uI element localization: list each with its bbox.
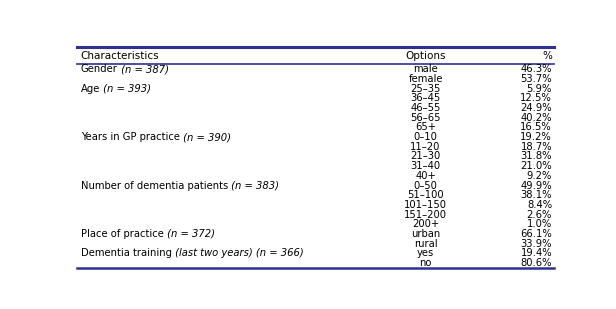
Text: Years in GP practice: Years in GP practice [81,132,180,142]
Text: 19.2%: 19.2% [521,132,552,142]
Text: 51–100: 51–100 [407,190,444,200]
Text: 18.7%: 18.7% [521,142,552,152]
Text: 38.1%: 38.1% [521,190,552,200]
Text: 151–200: 151–200 [404,210,447,220]
Text: male: male [413,64,438,74]
Text: 101–150: 101–150 [404,200,447,210]
Text: Age: Age [81,84,100,94]
Text: 49.9%: 49.9% [521,180,552,191]
Text: 21–30: 21–30 [410,151,440,162]
Text: Gender: Gender [81,64,118,74]
Text: yes: yes [417,248,434,258]
Text: 9.2%: 9.2% [527,171,552,181]
Text: rural: rural [414,239,437,249]
Text: 36–45: 36–45 [410,93,440,103]
Text: (n = 372): (n = 372) [164,229,215,239]
Text: 200+: 200+ [412,219,439,229]
Text: %: % [542,50,552,61]
Text: 0–50: 0–50 [413,180,437,191]
Text: 80.6%: 80.6% [521,258,552,268]
Text: 1.0%: 1.0% [527,219,552,229]
Text: 66.1%: 66.1% [521,229,552,239]
Text: (last two years) (n = 366): (last two years) (n = 366) [172,248,304,258]
Text: (n = 387): (n = 387) [118,64,169,74]
Text: 56–65: 56–65 [410,113,441,123]
Text: 21.0%: 21.0% [521,161,552,171]
Text: 53.7%: 53.7% [521,74,552,84]
Text: Characteristics: Characteristics [81,50,160,61]
Text: 31.8%: 31.8% [521,151,552,162]
Text: 24.9%: 24.9% [521,103,552,113]
Text: (n = 383): (n = 383) [228,180,279,191]
Text: female: female [408,74,443,84]
Text: (n = 393): (n = 393) [100,84,151,94]
Text: urban: urban [411,229,440,239]
Text: Place of practice: Place of practice [81,229,164,239]
Text: 46–55: 46–55 [410,103,440,113]
Text: 46.3%: 46.3% [521,64,552,74]
Text: 31–40: 31–40 [410,161,440,171]
Text: Number of dementia patients: Number of dementia patients [81,180,228,191]
Text: (n = 390): (n = 390) [180,132,231,142]
Text: 16.5%: 16.5% [521,122,552,133]
Text: 40+: 40+ [415,171,436,181]
Text: 65+: 65+ [415,122,436,133]
Text: Dementia training: Dementia training [81,248,172,258]
Text: 33.9%: 33.9% [521,239,552,249]
Text: 0–10: 0–10 [413,132,437,142]
Text: 11–20: 11–20 [410,142,440,152]
Text: 19.4%: 19.4% [521,248,552,258]
Text: no: no [419,258,432,268]
Text: 40.2%: 40.2% [521,113,552,123]
Text: 25–35: 25–35 [410,84,440,94]
Text: 12.5%: 12.5% [521,93,552,103]
Text: 2.6%: 2.6% [527,210,552,220]
Text: 5.9%: 5.9% [527,84,552,94]
Text: Options: Options [405,50,446,61]
Text: 8.4%: 8.4% [527,200,552,210]
